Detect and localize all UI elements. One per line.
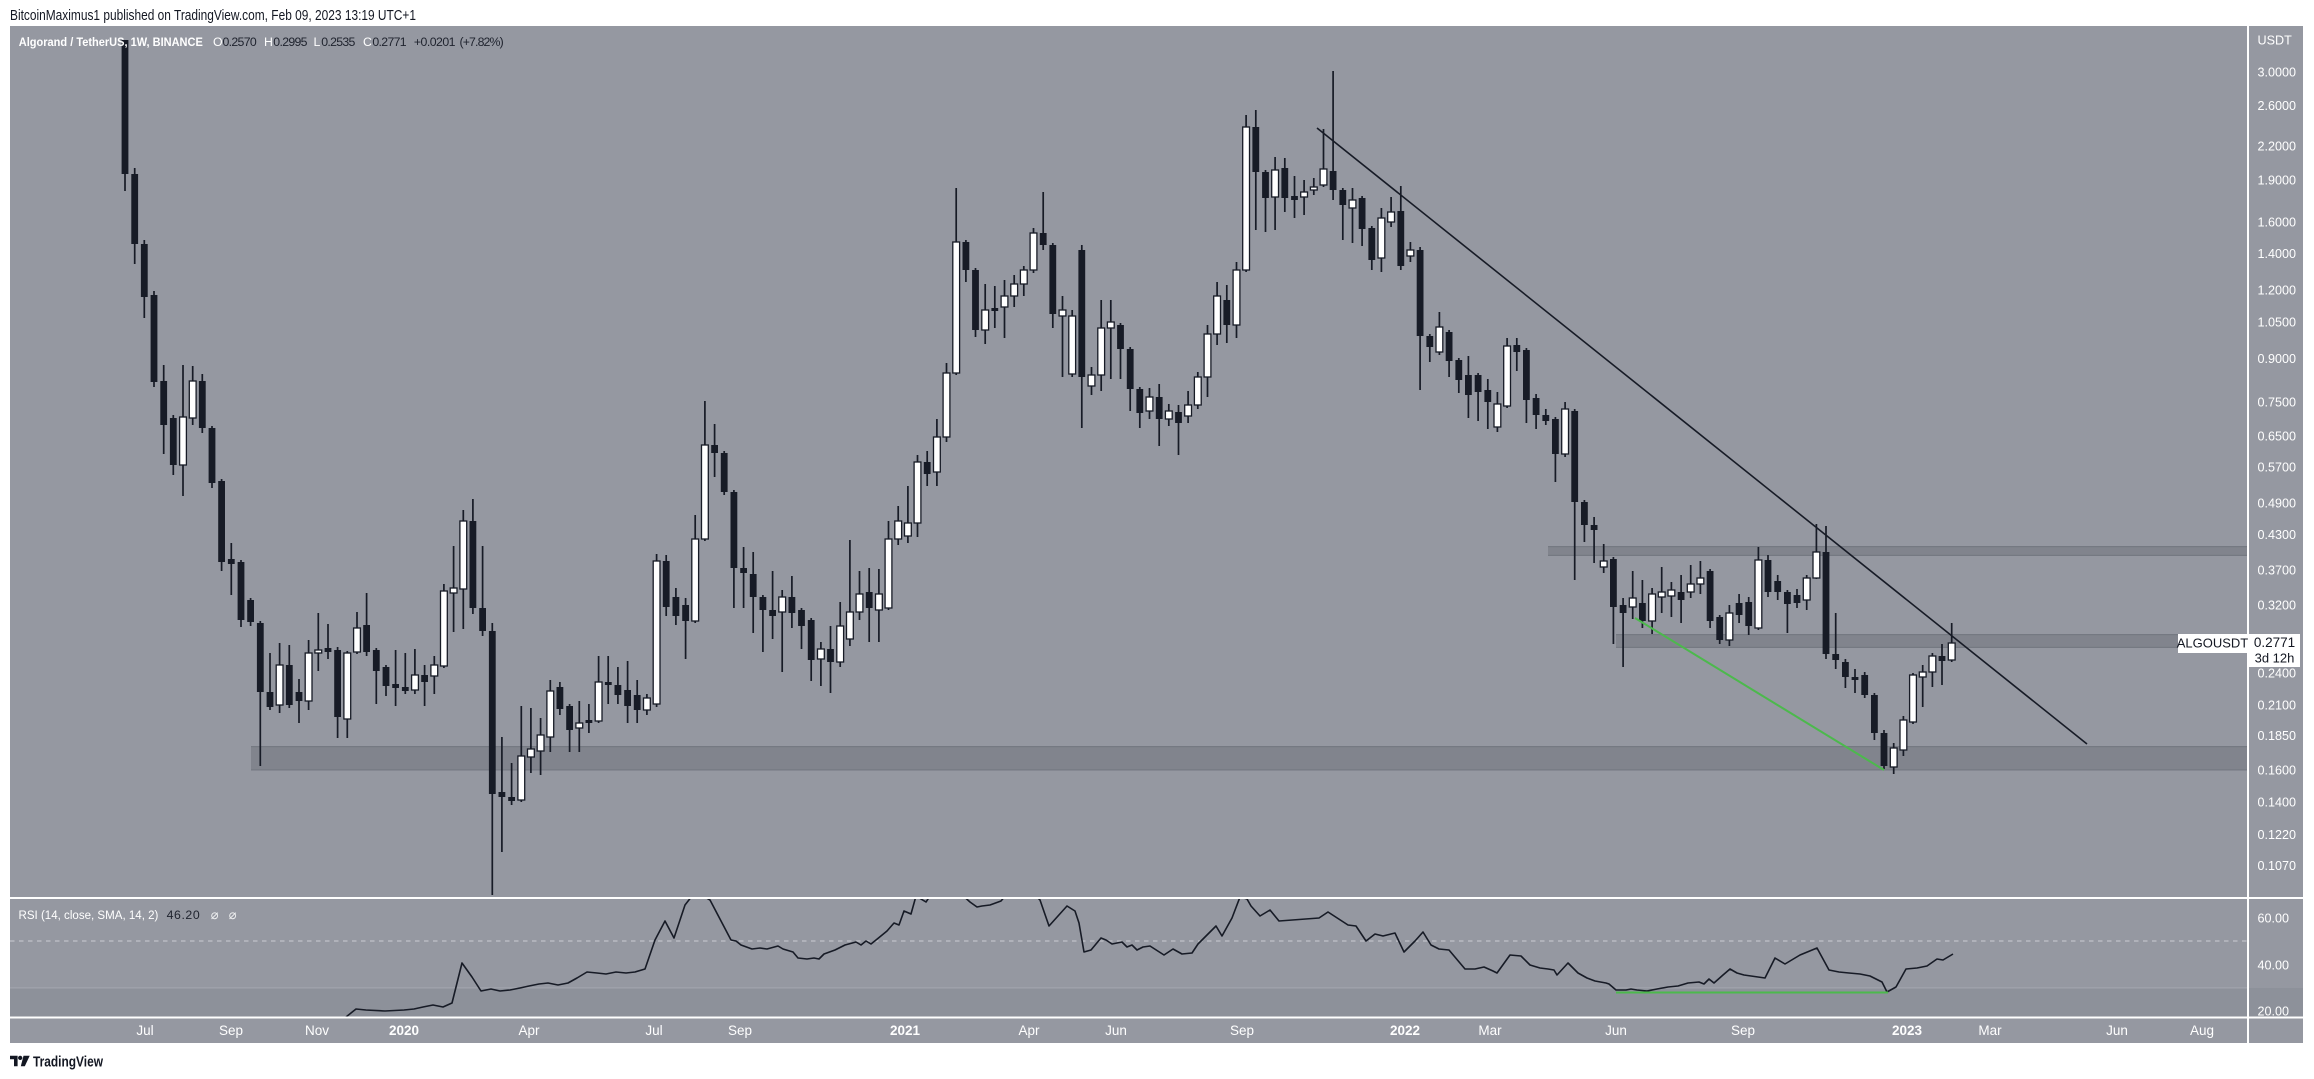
svg-text:2021: 2021 xyxy=(890,1023,921,1038)
svg-text:Algorand / TetherUS, 1W, BINAN: Algorand / TetherUS, 1W, BINANCE xyxy=(19,35,203,49)
svg-text:1.9000: 1.9000 xyxy=(2258,174,2297,188)
svg-text:Sep: Sep xyxy=(1731,1023,1755,1038)
svg-text:2.2000: 2.2000 xyxy=(2258,140,2297,154)
svg-text:0.3200: 0.3200 xyxy=(2258,599,2297,613)
svg-text:⌀: ⌀ xyxy=(211,907,219,922)
svg-text:40.00: 40.00 xyxy=(2258,959,2290,973)
svg-text:20.00: 20.00 xyxy=(2258,1005,2290,1019)
svg-text:Apr: Apr xyxy=(1018,1023,1040,1038)
svg-text:RSI (14, close, SMA, 14, 2): RSI (14, close, SMA, 14, 2) xyxy=(19,908,159,922)
svg-text:3.0000: 3.0000 xyxy=(2258,66,2297,80)
svg-text:2020: 2020 xyxy=(389,1023,419,1038)
svg-text:0.3700: 0.3700 xyxy=(2258,564,2297,578)
svg-text:Jun: Jun xyxy=(1605,1023,1627,1038)
svg-text:L: L xyxy=(314,35,321,49)
svg-text:0.1220: 0.1220 xyxy=(2258,828,2297,842)
svg-text:2.6000: 2.6000 xyxy=(2258,99,2297,113)
svg-text:0.2535: 0.2535 xyxy=(321,35,355,49)
svg-text:1.0500: 1.0500 xyxy=(2258,316,2297,330)
svg-text:Jun: Jun xyxy=(1105,1023,1127,1038)
svg-text:3d 12h: 3d 12h xyxy=(2255,651,2295,666)
svg-text:Jun: Jun xyxy=(2106,1023,2128,1038)
svg-text:0.9000: 0.9000 xyxy=(2258,352,2297,366)
svg-text:46.20: 46.20 xyxy=(167,908,200,922)
svg-text:Mar: Mar xyxy=(1978,1023,2002,1038)
svg-text:0.4900: 0.4900 xyxy=(2258,497,2297,511)
svg-text:0.1600: 0.1600 xyxy=(2258,764,2297,778)
svg-text:0.6500: 0.6500 xyxy=(2258,430,2297,444)
svg-text:0.4300: 0.4300 xyxy=(2258,528,2297,542)
svg-text:0.1400: 0.1400 xyxy=(2258,796,2297,810)
svg-text:0.2771: 0.2771 xyxy=(372,35,406,49)
svg-text:1.4000: 1.4000 xyxy=(2258,247,2297,261)
svg-text:Sep: Sep xyxy=(728,1023,752,1038)
svg-text:0.2995: 0.2995 xyxy=(273,35,307,49)
svg-text:USDT: USDT xyxy=(2258,34,2293,48)
svg-text:Aug: Aug xyxy=(2190,1023,2214,1038)
svg-text:BitcoinMaximus1 published on T: BitcoinMaximus1 published on TradingView… xyxy=(10,8,416,24)
svg-text:1.6000: 1.6000 xyxy=(2258,216,2297,230)
svg-text:0.7500: 0.7500 xyxy=(2258,396,2297,410)
svg-text:Sep: Sep xyxy=(1230,1023,1254,1038)
svg-text:H: H xyxy=(264,35,273,49)
svg-text:0.2100: 0.2100 xyxy=(2258,699,2297,713)
svg-text:Mar: Mar xyxy=(1478,1023,1502,1038)
svg-text:Sep: Sep xyxy=(219,1023,243,1038)
svg-text:0.5700: 0.5700 xyxy=(2258,461,2297,475)
svg-text:2022: 2022 xyxy=(1390,1023,1420,1038)
svg-text:Apr: Apr xyxy=(518,1023,540,1038)
svg-text:O: O xyxy=(213,35,223,49)
svg-text:0.2570: 0.2570 xyxy=(223,35,257,49)
svg-text:0.2400: 0.2400 xyxy=(2258,667,2297,681)
svg-text:⌀: ⌀ xyxy=(229,907,237,922)
svg-text:0.1850: 0.1850 xyxy=(2258,729,2297,743)
svg-text:TradingView: TradingView xyxy=(33,1055,104,1071)
svg-text:Jul: Jul xyxy=(136,1023,153,1038)
svg-text:1.2000: 1.2000 xyxy=(2258,284,2297,298)
svg-text:ALGOUSDT: ALGOUSDT xyxy=(2177,636,2249,651)
svg-text:(+7.82%): (+7.82%) xyxy=(460,35,504,49)
svg-text:60.00: 60.00 xyxy=(2258,912,2290,926)
svg-text:+0.0201: +0.0201 xyxy=(414,35,456,49)
svg-text:C: C xyxy=(363,35,372,49)
svg-text:0.1070: 0.1070 xyxy=(2258,859,2297,873)
svg-text:0.2771: 0.2771 xyxy=(2254,635,2295,650)
svg-text:2023: 2023 xyxy=(1892,1023,1923,1038)
svg-text:Nov: Nov xyxy=(305,1023,329,1038)
svg-text:Jul: Jul xyxy=(645,1023,662,1038)
